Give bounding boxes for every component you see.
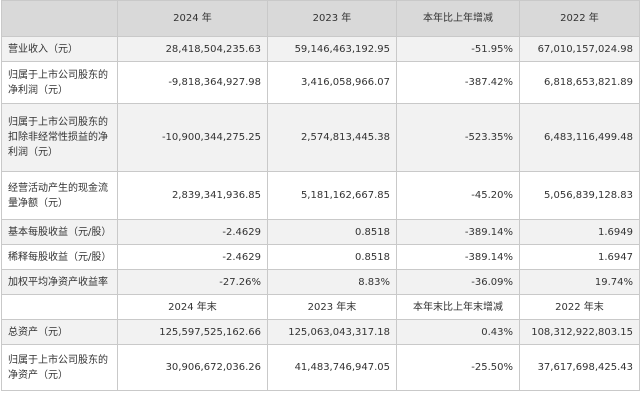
value-2023: 8.83% — [267, 269, 397, 295]
value-2023: 59,146,463,192.95 — [267, 36, 397, 62]
value-2024: 125,597,525,162.66 — [117, 319, 268, 345]
value-2023: 41,483,746,947.05 — [267, 344, 397, 391]
value-change: -387.42% — [396, 61, 520, 104]
value-2024: -27.26% — [117, 269, 268, 295]
value-2022: 1.6947 — [519, 244, 640, 270]
value-2024: 30,906,672,036.26 — [117, 344, 268, 391]
value-2024: 28,418,504,235.63 — [117, 36, 268, 62]
value-2023: 3,416,058,966.07 — [267, 61, 397, 104]
row-label: 稀释每股收益（元/股） — [1, 244, 118, 270]
table-row: 经营活动产生的现金流量净额（元） 2,839,341,936.85 5,181,… — [1, 171, 640, 220]
value-change: -51.95% — [396, 36, 520, 62]
value-2022: 19.74% — [519, 269, 640, 295]
value-2022: 6,483,116,499.48 — [519, 103, 640, 172]
table-row: 归属于上市公司股东的净利润（元） -9,818,364,927.98 3,416… — [1, 61, 640, 104]
value-2024: -2.4629 — [117, 219, 268, 245]
value-change: -389.14% — [396, 244, 520, 270]
table-row: 基本每股收益（元/股） -2.4629 0.8518 -389.14% 1.69… — [1, 219, 640, 245]
value-change: -45.20% — [396, 171, 520, 220]
table-row: 归属于上市公司股东的净资产（元） 30,906,672,036.26 41,48… — [1, 344, 640, 391]
table-row: 稀释每股收益（元/股） -2.4629 0.8518 -389.14% 1.69… — [1, 244, 640, 270]
value-change: -523.35% — [396, 103, 520, 172]
row-label: 归属于上市公司股东的扣除非经常性损益的净利润（元） — [1, 103, 118, 172]
row-label: 加权平均净资产收益率 — [1, 269, 118, 295]
value-2024: -9,818,364,927.98 — [117, 61, 268, 104]
value-2022: 6,818,653,821.89 — [519, 61, 640, 104]
value-2023: 125,063,043,317.18 — [267, 319, 397, 345]
value-change: -25.50% — [396, 344, 520, 391]
header-corner-cell — [1, 294, 118, 320]
value-2022: 37,617,698,425.43 — [519, 344, 640, 391]
value-2022: 67,010,157,024.98 — [519, 36, 640, 62]
header-corner-cell — [1, 0, 118, 37]
header-change: 本年比上年增减 — [396, 0, 520, 37]
header-2024: 2024 年 — [117, 0, 268, 37]
value-2023: 2,574,813,445.38 — [267, 103, 397, 172]
header-2022-end: 2022 年末 — [519, 294, 640, 320]
value-2023: 0.8518 — [267, 244, 397, 270]
table-row: 营业收入（元） 28,418,504,235.63 59,146,463,192… — [1, 36, 640, 62]
table-row: 加权平均净资产收益率 -27.26% 8.83% -36.09% 19.74% — [1, 269, 640, 295]
header-2022: 2022 年 — [519, 0, 640, 37]
value-change: -389.14% — [396, 219, 520, 245]
value-2023: 0.8518 — [267, 219, 397, 245]
header-2023: 2023 年 — [267, 0, 397, 37]
value-2024: -2.4629 — [117, 244, 268, 270]
value-2022: 108,312,922,803.15 — [519, 319, 640, 345]
table-row: 归属于上市公司股东的扣除非经常性损益的净利润（元） -10,900,344,27… — [1, 103, 640, 172]
row-label: 营业收入（元） — [1, 36, 118, 62]
row-label: 基本每股收益（元/股） — [1, 219, 118, 245]
value-change: -36.09% — [396, 269, 520, 295]
header-change-end: 本年末比上年末增减 — [396, 294, 520, 320]
value-2022: 5,056,839,128.83 — [519, 171, 640, 220]
row-label: 归属于上市公司股东的净利润（元） — [1, 61, 118, 104]
row-label: 归属于上市公司股东的净资产（元） — [1, 344, 118, 391]
value-2023: 5,181,162,667.85 — [267, 171, 397, 220]
value-2024: 2,839,341,936.85 — [117, 171, 268, 220]
header-2023-end: 2023 年末 — [267, 294, 397, 320]
header-row-year-end: 2024 年末 2023 年末 本年末比上年末增减 2022 年末 — [1, 294, 640, 320]
financial-summary-table: 2024 年 2023 年 本年比上年增减 2022 年 营业收入（元） 28,… — [1, 0, 640, 391]
row-label: 经营活动产生的现金流量净额（元） — [1, 171, 118, 220]
value-2024: -10,900,344,275.25 — [117, 103, 268, 172]
row-label: 总资产（元） — [1, 319, 118, 345]
header-row-annual: 2024 年 2023 年 本年比上年增减 2022 年 — [1, 0, 640, 37]
table-row: 总资产（元） 125,597,525,162.66 125,063,043,31… — [1, 319, 640, 345]
header-2024-end: 2024 年末 — [117, 294, 268, 320]
value-2022: 1.6949 — [519, 219, 640, 245]
value-change: 0.43% — [396, 319, 520, 345]
